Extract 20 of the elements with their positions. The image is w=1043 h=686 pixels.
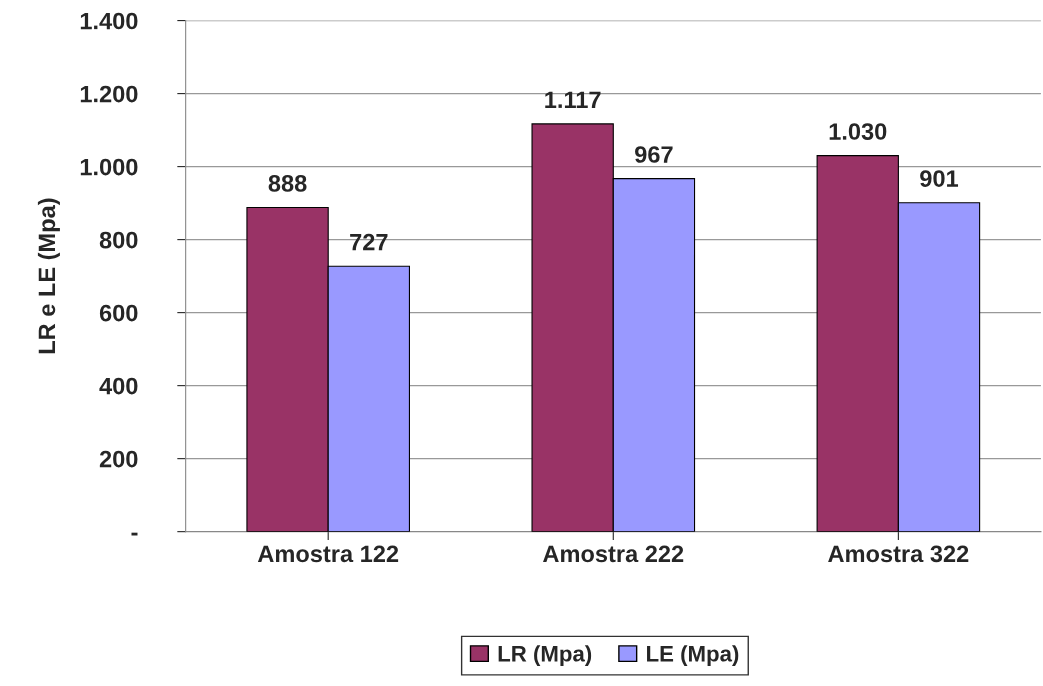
legend-label: LR (Mpa) [498,645,592,666]
x-tick-label: Amostra 222 [543,545,684,563]
y-tick-label: 200 [99,450,138,468]
data-label: 727 [350,233,388,251]
y-tick-label: - [131,532,138,536]
data-label: 967 [635,146,673,163]
y-axis-title: LR e LE (Mpa) [37,198,60,354]
y-tick-label: 1.200 [80,85,138,103]
data-label: 888 [268,174,307,192]
y-tick-label: 600 [99,304,138,322]
x-tick-label: Amostra 322 [828,545,969,563]
data-label: 901 [920,170,959,187]
y-tick-label: 400 [99,377,138,395]
legend-label: LE (Mpa) [647,645,739,666]
data-label: 1.030 [829,123,887,140]
y-tick-label: 1.400 [80,12,138,30]
x-tick-label: Amostra 122 [257,545,399,563]
data-label: 1.117 [545,91,601,108]
y-tick-label: 1.000 [80,158,138,176]
y-tick-label: 800 [99,231,138,249]
